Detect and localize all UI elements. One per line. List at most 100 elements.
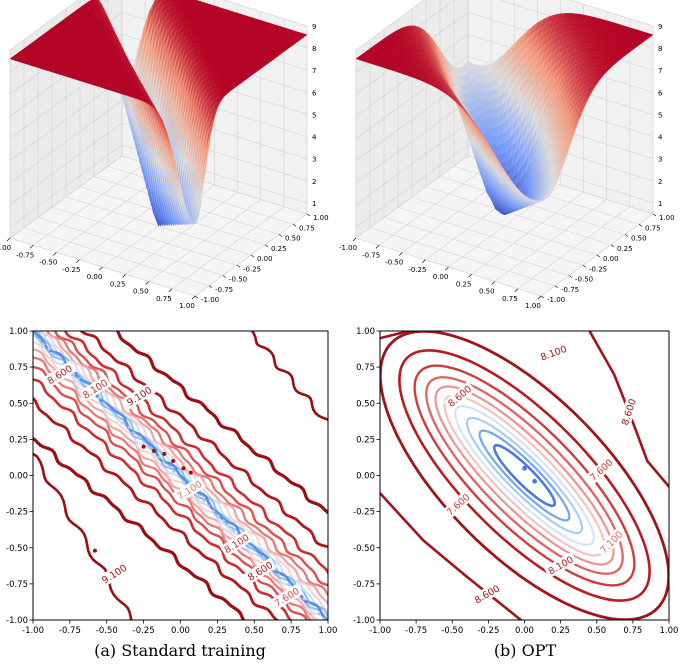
surface-patch <box>535 199 545 202</box>
contour-island <box>171 459 176 464</box>
x-tick-label: -0.25 <box>477 626 499 636</box>
x-tick-label: 1.00 <box>525 302 541 310</box>
x-tick-label: 0.75 <box>502 295 518 303</box>
contour-line <box>115 331 328 515</box>
x-tick-label: 0.50 <box>133 288 149 296</box>
x-tick-mark <box>422 259 426 263</box>
y-tick-label: 0.50 <box>631 235 647 243</box>
y-tick-mark <box>554 285 559 288</box>
grid-line <box>494 199 607 282</box>
grid-line <box>148 199 261 282</box>
x-tick-mark <box>76 259 80 263</box>
y-tick-label: 0.00 <box>603 255 619 263</box>
plot-area <box>380 331 669 620</box>
y-tick-label: 0.25 <box>617 245 633 253</box>
grid-line <box>9 0 308 51</box>
y-tick-mark <box>194 295 199 299</box>
grid-line <box>355 0 654 51</box>
grid-line <box>425 186 612 246</box>
z-tick-label: 3 <box>312 156 316 164</box>
z-tick-label: 9 <box>658 23 662 31</box>
x-tick-label: -0.75 <box>405 626 427 636</box>
x-tick-label: 0.00 <box>87 273 103 281</box>
x-tick-label: 0.00 <box>433 273 449 281</box>
grid-line <box>9 122 308 206</box>
contour-label-bg <box>536 341 571 364</box>
contour-line <box>33 436 246 620</box>
y-tick-mark <box>236 265 241 268</box>
x-tick-label: 0.25 <box>551 626 570 636</box>
x-tick-mark <box>491 281 495 285</box>
x-tick-label: 1.00 <box>660 626 679 636</box>
x-tick-label: -0.50 <box>96 626 118 636</box>
x-tick-label: -0.50 <box>39 259 57 267</box>
x-tick-label: 0.75 <box>623 626 642 636</box>
grid-line <box>9 100 308 183</box>
x-tick-label: -0.50 <box>441 626 463 636</box>
contour-island <box>151 448 156 453</box>
y-tick-label: -0.25 <box>6 508 28 518</box>
contour-line <box>79 331 328 549</box>
contour-center-line <box>33 332 327 620</box>
x-tick-label: 0.75 <box>282 626 301 636</box>
contour-line <box>36 331 328 612</box>
x-tick-label: -1.00 <box>22 626 44 636</box>
contour-label-bg <box>172 476 207 504</box>
x-tick-mark <box>445 266 449 271</box>
y-tick-mark <box>208 285 213 288</box>
y-tick-label: -0.75 <box>215 286 233 294</box>
surface-patch <box>189 217 199 225</box>
y-tick-mark <box>624 234 629 237</box>
z-tick-label: 9 <box>312 23 316 31</box>
x-tick-mark <box>122 274 126 278</box>
y-tick-mark <box>292 224 297 227</box>
x-tick-mark <box>6 237 11 242</box>
x-tick-label: -0.50 <box>385 259 403 267</box>
contour-label-bg <box>122 382 156 410</box>
x-tick-label: 0.75 <box>156 295 172 303</box>
y-tick-label: 0.25 <box>9 435 28 445</box>
contour-label-bg <box>443 381 476 411</box>
contour-island <box>141 444 146 449</box>
y-tick-label: -0.75 <box>353 580 375 590</box>
y-tick-mark <box>652 213 657 217</box>
y-tick-mark <box>638 224 643 227</box>
y-tick-label: 1.00 <box>9 327 28 337</box>
x-tick-label: 1.00 <box>179 302 195 310</box>
z-tick-label: 5 <box>658 111 662 119</box>
y-tick-label: 0.50 <box>285 235 301 243</box>
z-tick-label: 1 <box>312 200 316 208</box>
contour-ellipse <box>443 394 606 557</box>
y-tick-label: -0.50 <box>6 544 28 554</box>
contour-line <box>63 331 328 576</box>
contour-line <box>33 396 280 620</box>
x-tick-mark <box>514 288 519 292</box>
grid-line <box>471 192 584 275</box>
y-tick-label: -0.75 <box>6 580 28 590</box>
minimum-point <box>532 478 538 484</box>
x-tick-mark <box>29 245 34 249</box>
y-tick-label: -0.50 <box>353 544 375 554</box>
y-tick-label: -0.25 <box>589 265 607 273</box>
contour-ellipse <box>478 429 571 522</box>
grid-line <box>411 196 598 256</box>
y-tick-mark <box>610 244 615 247</box>
contour-label-bg <box>97 560 131 588</box>
contour-label-bg <box>470 580 504 608</box>
y-tick-label: 1.00 <box>659 214 675 222</box>
z-tick-label: 2 <box>658 178 662 186</box>
z-tick-label: 5 <box>312 111 316 119</box>
z-tick-label: 8 <box>312 45 316 53</box>
surface-plot-standard: -1.00 -0.75 -0.50 -0.25 0.00 0.25 0.50 0.75 1.00… <box>0 0 329 310</box>
x-tick-label: 0.25 <box>208 626 227 636</box>
x-tick-label: -0.75 <box>59 626 81 636</box>
y-tick-mark <box>250 254 255 258</box>
contour-island <box>188 470 193 475</box>
y-tick-label: -0.25 <box>353 508 375 518</box>
contour-label-bg <box>78 375 112 403</box>
contour-ellipse <box>413 364 636 587</box>
z-tick-label: 2 <box>312 178 316 186</box>
contour-line <box>46 331 328 598</box>
contour-label-bg <box>595 526 627 558</box>
